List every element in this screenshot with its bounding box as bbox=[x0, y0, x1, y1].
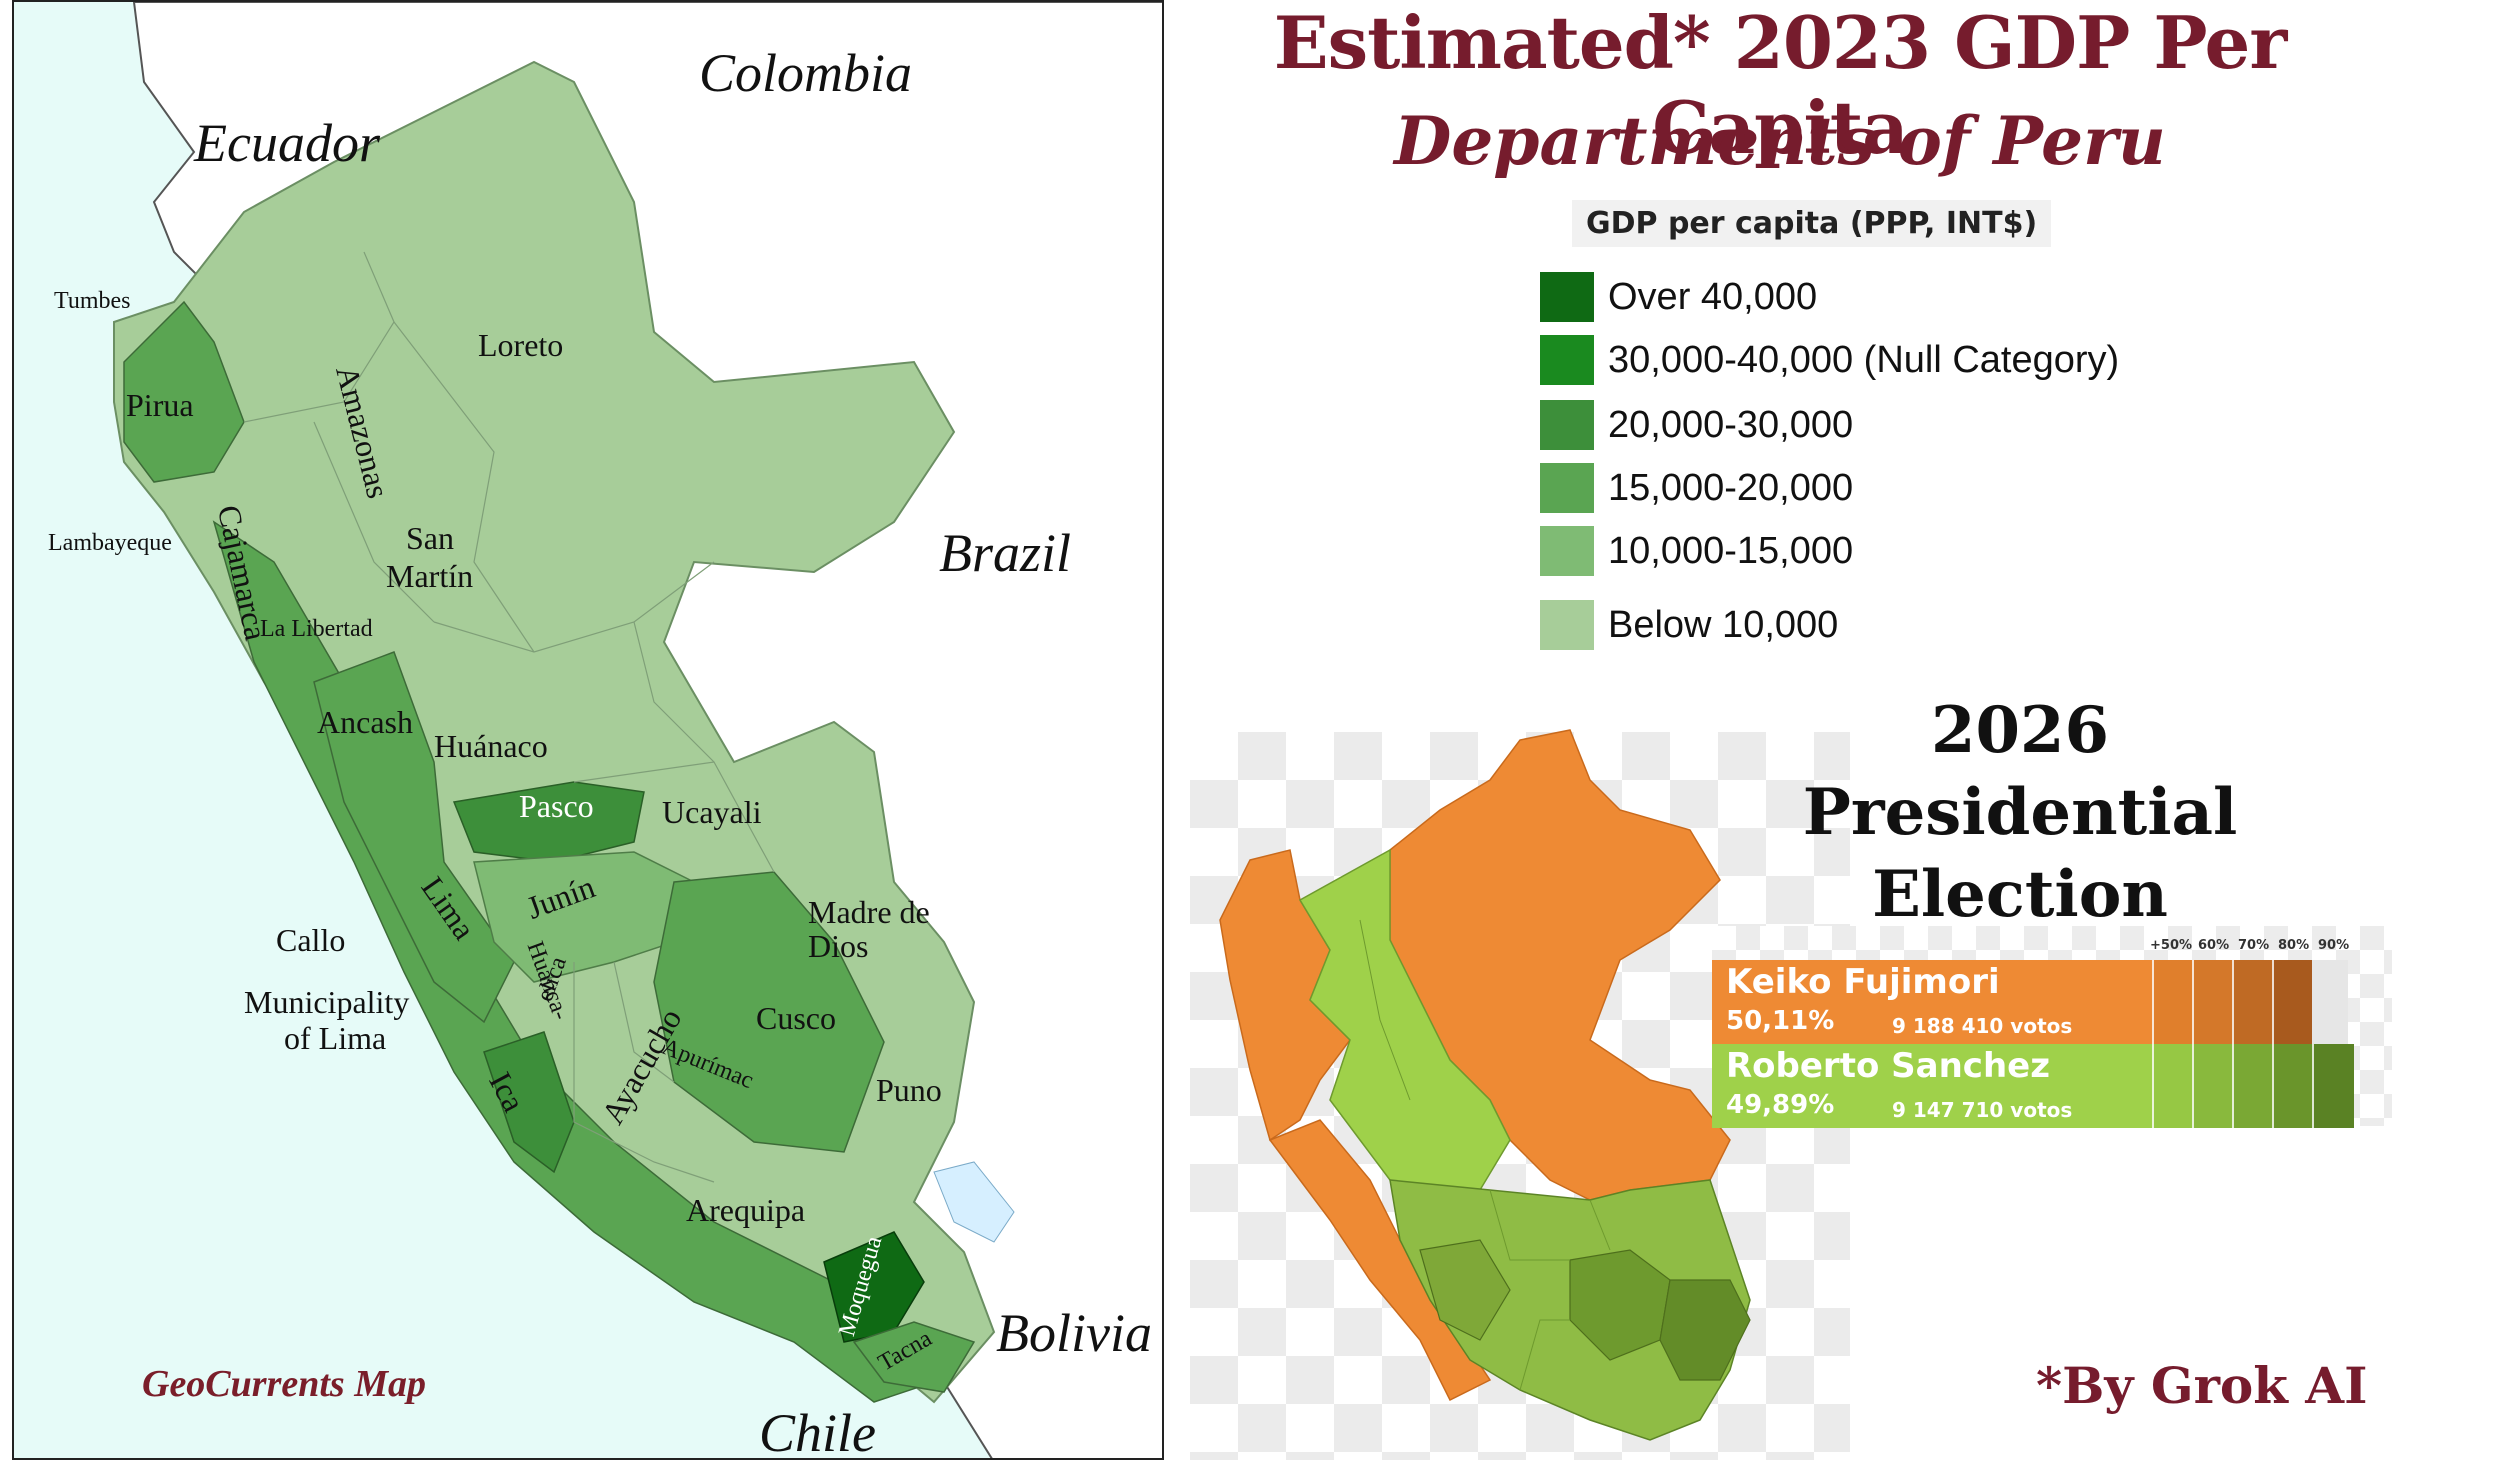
bar-segment bbox=[2232, 960, 2274, 1044]
label-san-martin-2: Martín bbox=[386, 558, 474, 594]
label-tumbes: Tumbes bbox=[54, 288, 131, 314]
subtitle: Departments of Peru bbox=[1394, 102, 2166, 180]
country-colombia: Colombia bbox=[699, 43, 913, 103]
label-lambayeque: Lambayeque bbox=[48, 530, 172, 556]
candidate-votes: 9 188 410 votos bbox=[1892, 1014, 2073, 1038]
legend-item: 10,000-15,000 bbox=[1540, 524, 1853, 578]
legend-label: 10,000-15,000 bbox=[1608, 529, 1854, 572]
bar-segment bbox=[2152, 1044, 2194, 1128]
bar-segment bbox=[2272, 960, 2314, 1044]
region-green-dark-3 bbox=[1419, 1239, 1511, 1341]
legend-swatch bbox=[1540, 463, 1594, 513]
legend-title: GDP per capita (PPP, INT$) bbox=[1572, 200, 2052, 247]
scale-tick: 80% bbox=[2278, 938, 2310, 953]
label-loreto: Loreto bbox=[478, 327, 564, 363]
moquegua-shape bbox=[823, 1231, 925, 1343]
election-borders bbox=[1359, 919, 1611, 1391]
legend-label: Below 10,000 bbox=[1608, 603, 1839, 646]
ica-shape bbox=[483, 1031, 575, 1174]
legend-swatch bbox=[1540, 335, 1594, 385]
label-callo: Callo bbox=[276, 922, 346, 958]
map-panel: Ecuador Colombia Brazil Bolivia Chile Tu… bbox=[12, 0, 1164, 1460]
country-ecuador: Ecuador bbox=[194, 113, 380, 173]
peru-gdp-map bbox=[113, 2, 1162, 1458]
election-title-line-2: Presidential bbox=[1802, 775, 2238, 850]
lake-titicaca bbox=[933, 1161, 1015, 1243]
label-cusco: Cusco bbox=[756, 1000, 836, 1036]
legend-label: 30,000-40,000 (Null Category) bbox=[1608, 338, 2120, 381]
label-madre-de-dios-1: Madre de bbox=[808, 894, 930, 930]
ancash-lima bbox=[313, 651, 515, 1024]
candidate-percent: 49,89% bbox=[1726, 1090, 1835, 1120]
legend-swatch bbox=[1540, 272, 1594, 322]
legend-swatch bbox=[1540, 400, 1594, 450]
candidate-name: Roberto Sanchez bbox=[1726, 1046, 2050, 1086]
legend-label: 15,000-20,000 bbox=[1608, 466, 1854, 509]
candidate-percent: 50,11% bbox=[1726, 1006, 1835, 1036]
scale-tick: +50% bbox=[2150, 938, 2193, 953]
region-green-dark-2 bbox=[1659, 1279, 1751, 1381]
department-borders bbox=[243, 251, 775, 1183]
bar-segment bbox=[2192, 960, 2234, 1044]
candidate-votes: 9 147 710 votos bbox=[1892, 1098, 2073, 1122]
election-title: 2026 Presidential Election bbox=[1780, 690, 2260, 936]
junin-shape bbox=[473, 851, 695, 983]
election-results-panel: +50% 60% 70% 80% 90% Keiko Fujimori 50,1… bbox=[1712, 926, 2392, 1128]
tacna-shape bbox=[852, 1321, 976, 1393]
bar-segment bbox=[2232, 1044, 2274, 1128]
candidate-name: Keiko Fujimori bbox=[1726, 962, 2000, 1002]
bar-segment bbox=[2192, 1044, 2234, 1128]
label-san-martin-1: San bbox=[406, 520, 454, 556]
legend-item: Below 10,000 bbox=[1540, 598, 1838, 652]
election-map bbox=[1219, 729, 1751, 1441]
label-huanuco: Huánaco bbox=[434, 728, 548, 764]
scale-tick: 60% bbox=[2198, 938, 2230, 953]
election-title-line-3: Election bbox=[1872, 857, 2168, 932]
country-chile: Chile bbox=[759, 1403, 876, 1460]
piura-shape bbox=[123, 300, 245, 483]
label-municipality-2: of Lima bbox=[284, 1020, 387, 1056]
geocurrents-credit: GeoCurrents Map bbox=[142, 1363, 426, 1405]
legend-swatch bbox=[1540, 600, 1594, 650]
legend-label: Over 40,000 bbox=[1608, 275, 1818, 318]
main-title: Estimated* 2023 GDP Per Capita bbox=[1273, 0, 2288, 170]
label-la-libertad: La Libertad bbox=[260, 616, 373, 642]
label-arequipa: Arequipa bbox=[686, 1192, 806, 1228]
legend-item: 15,000-20,000 bbox=[1540, 461, 1853, 515]
legend-swatch bbox=[1540, 526, 1594, 576]
candidate-bar-fujimori: Keiko Fujimori 50,11% 9 188 410 votos bbox=[1712, 960, 2314, 1044]
election-title-line-1: 2026 bbox=[1930, 693, 2110, 768]
label-piura: Pirua bbox=[126, 387, 194, 423]
label-madre-de-dios-2: Dios bbox=[808, 928, 869, 964]
candidate-bar-sanchez: Roberto Sanchez 49,89% 9 147 710 votos bbox=[1712, 1044, 2354, 1128]
region-orange-lima bbox=[1268, 1119, 1492, 1402]
legend-label: 20,000-30,000 bbox=[1608, 403, 1854, 446]
legend-item: Over 40,000 bbox=[1540, 270, 1817, 324]
country-brazil: Brazil bbox=[939, 523, 1072, 583]
label-municipality-1: Municipality bbox=[244, 984, 410, 1020]
bar-remainder bbox=[2312, 960, 2348, 1044]
scale-tick: 90% bbox=[2318, 938, 2350, 953]
legend-item: 20,000-30,000 bbox=[1540, 398, 1853, 452]
bar-segment bbox=[2312, 1044, 2354, 1128]
bar-segment bbox=[2272, 1044, 2314, 1128]
country-bolivia: Bolivia bbox=[996, 1303, 1152, 1363]
legend-item: 30,000-40,000 (Null Category) bbox=[1540, 333, 2119, 387]
cusco-shape bbox=[653, 871, 885, 1153]
grok-credit: *By Grok AI bbox=[2036, 1356, 2368, 1415]
label-ucayali: Ucayali bbox=[662, 794, 762, 830]
label-puno: Puno bbox=[876, 1072, 942, 1108]
scale-tick: 70% bbox=[2238, 938, 2270, 953]
label-pasco: Pasco bbox=[519, 788, 594, 824]
label-ancash: Ancash bbox=[317, 704, 413, 740]
bar-segment bbox=[2152, 960, 2194, 1044]
